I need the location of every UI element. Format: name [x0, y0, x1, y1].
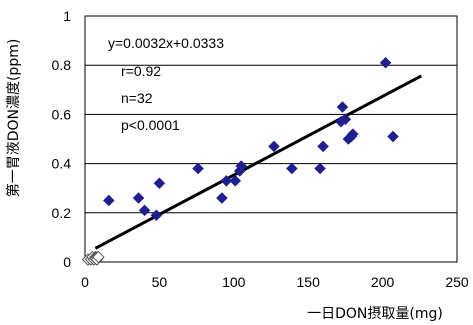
data-point-s0-7 [220, 174, 233, 187]
plot-area [84, 15, 458, 263]
annotation-2: n=32 [121, 90, 153, 106]
data-point-s0-11 [268, 140, 280, 153]
y-tick-label-5: 1 [63, 8, 71, 24]
data-point-s0-16 [336, 101, 349, 113]
axis-ticks: 0 0.2 0.4 0.6 0.8 1 0 50 100 150 200 250 [52, 8, 469, 290]
y-tick-label-2: 0.4 [52, 156, 72, 172]
y-tick-label-3: 0.6 [52, 106, 72, 122]
trendline-group [94, 74, 422, 250]
data-point-s0-3 [150, 209, 163, 222]
data-point-s0-10 [235, 160, 248, 172]
x-tick-label-4: 200 [371, 274, 395, 290]
x-tick-label-0: 0 [81, 274, 89, 290]
annotation-0: y=0.0032x+0.0333 [108, 35, 224, 51]
data-point-s0-1 [132, 192, 145, 204]
y-tick-label-4: 0.8 [52, 57, 72, 73]
data-point-s1-8 [92, 250, 105, 264]
y-axis-title: 第一胃液DON濃度(ppm) [5, 39, 22, 198]
data-point-s0-8 [229, 174, 242, 187]
x-tick-label-2: 100 [222, 274, 246, 290]
annotations: y=0.0032x+0.0333 r=0.92 n=32 p<0.0001 [108, 35, 224, 133]
data-point-s0-5 [192, 162, 204, 175]
x-tick-label-5: 250 [445, 274, 469, 290]
data-point-s0-14 [317, 140, 329, 153]
x-tick-label-1: 50 [152, 274, 168, 290]
data-points [81, 56, 399, 266]
annotation-3: p<0.0001 [121, 117, 180, 133]
data-point-s0-12 [285, 162, 298, 175]
data-point-s0-4 [153, 177, 166, 190]
gridlines [85, 64, 457, 214]
data-point-s0-22 [387, 130, 399, 143]
data-point-s0-0 [102, 194, 115, 207]
data-point-s0-6 [216, 192, 228, 204]
y-tick-label-0: 0 [63, 254, 71, 270]
data-point-s0-17 [339, 113, 352, 126]
data-point-s0-2 [138, 204, 151, 217]
regression-line [94, 74, 422, 250]
data-point-s0-20 [346, 128, 359, 140]
data-point-s0-21 [379, 56, 392, 69]
data-point-s0-13 [314, 162, 326, 175]
y-tick-label-1: 0.2 [52, 205, 72, 221]
x-tick-label-3: 150 [297, 274, 321, 290]
annotation-1: r=0.92 [121, 63, 161, 79]
x-axis-title: 一日DON摂取量(mg) [307, 306, 443, 322]
